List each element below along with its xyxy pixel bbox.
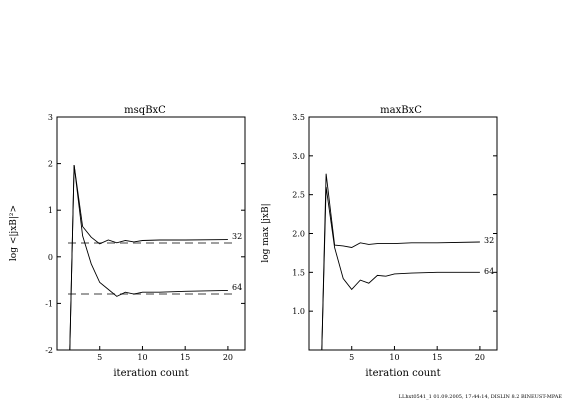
y-axis-label: log max |jxB| — [261, 203, 271, 262]
y-tick-label: 3 — [48, 113, 53, 122]
y-tick-label: 1.0 — [292, 307, 305, 316]
x-tick-label: 15 — [180, 353, 190, 362]
series-group — [321, 173, 480, 351]
x-tick-label: 5 — [97, 353, 102, 362]
y-tick-label: 0 — [48, 253, 53, 262]
y-tick-label: 3.5 — [292, 113, 305, 122]
tick-group: 5 10 15 20 1.0 1.5 2.0 2.5 3.0 3.5 — [292, 113, 497, 362]
plot-frame — [56, 116, 246, 351]
x-axis-label: iteration count — [365, 368, 440, 379]
y-axis-label: log <|jxB|²> — [9, 205, 19, 261]
chart-title: msqBxC — [124, 105, 166, 116]
x-tick-label: 20 — [223, 353, 233, 362]
series-line-64 — [69, 164, 228, 351]
series-group — [69, 164, 228, 351]
x-axis-label: iteration count — [113, 368, 188, 379]
x-tick-label: 15 — [432, 353, 442, 362]
tick-group: 5 10 15 20 -2 -1 0 1 2 3 — [45, 113, 245, 362]
series-label-64: 64 — [232, 283, 242, 292]
footer-text: LLhxt0541_1 01.09.2005, 17:44:14, DISLIN… — [398, 394, 562, 400]
y-tick-label: 1.5 — [292, 268, 305, 277]
y-tick-label: 1 — [48, 206, 53, 215]
x-tick-label: 10 — [389, 353, 399, 362]
y-tick-label: 2.0 — [292, 230, 305, 239]
msqbxc-panel: msqBxC log <|jxB|²> iteration count 5 10 1… — [9, 105, 246, 379]
series-label-64: 64 — [484, 267, 494, 276]
chart-title: maxBxC — [380, 105, 422, 116]
y-tick-label: 3.0 — [292, 152, 305, 161]
y-tick-label: -1 — [45, 299, 53, 308]
series-label-32: 32 — [484, 236, 494, 245]
series-line-32 — [321, 173, 480, 351]
series-label-32: 32 — [232, 232, 242, 241]
x-tick-label: 5 — [349, 353, 354, 362]
x-tick-label: 10 — [137, 353, 147, 362]
series-line-64 — [321, 186, 480, 351]
y-tick-label: 2.5 — [292, 191, 305, 200]
y-tick-label: 2 — [48, 160, 53, 169]
x-tick-label: 20 — [475, 353, 485, 362]
y-tick-label: -2 — [45, 346, 53, 355]
maxbxc-panel: maxBxC log max |jxB| iteration count 5 10… — [261, 105, 498, 379]
series-line-32 — [69, 164, 228, 351]
plot-frame — [308, 116, 498, 351]
